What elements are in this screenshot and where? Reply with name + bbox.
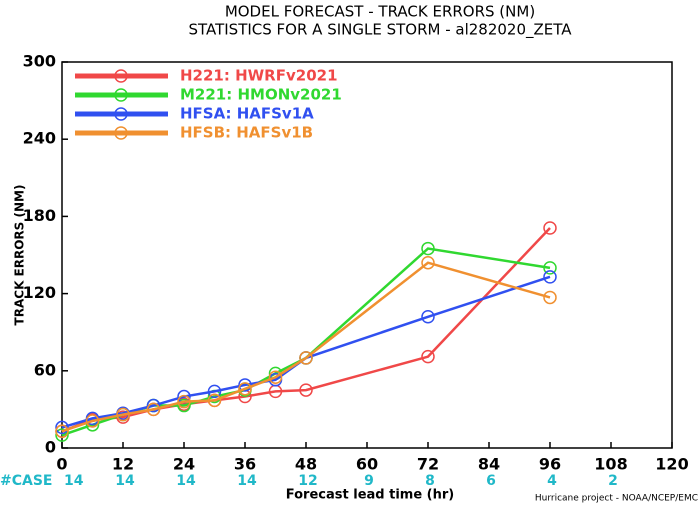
case-count: 2 bbox=[608, 473, 618, 489]
data-point bbox=[421, 349, 435, 364]
case-count: 9 bbox=[364, 473, 374, 489]
data-point bbox=[543, 221, 557, 235]
case-count: 8 bbox=[425, 473, 435, 489]
x-tick-label: 0 bbox=[56, 455, 67, 474]
y-tick-label: 60 bbox=[34, 360, 56, 379]
footer: Hurricane project - NOAA/NCEP/EMC bbox=[535, 494, 698, 504]
case-count: 4 bbox=[547, 473, 557, 489]
x-tick-label: 108 bbox=[594, 455, 627, 474]
x-tick-label: 12 bbox=[112, 455, 134, 474]
series-line bbox=[61, 275, 551, 429]
data-point bbox=[299, 351, 313, 365]
x-tick-label: 24 bbox=[173, 455, 195, 474]
data-point bbox=[543, 270, 557, 284]
case-count: 12 bbox=[298, 473, 317, 489]
x-tick-label: 84 bbox=[478, 455, 500, 474]
data-point bbox=[85, 414, 100, 428]
y-tick-label: 0 bbox=[45, 438, 56, 457]
legend-marker bbox=[114, 107, 128, 121]
cases-label: #CASE bbox=[0, 473, 53, 489]
data-point bbox=[421, 241, 435, 256]
y-tick-label: 240 bbox=[23, 129, 56, 148]
legend-marker bbox=[114, 69, 128, 83]
data-point bbox=[421, 255, 435, 270]
data-point bbox=[238, 382, 252, 396]
data-point bbox=[543, 290, 557, 305]
y-tick-label: 300 bbox=[23, 52, 56, 71]
legend-label: M221: HMONv2021 bbox=[180, 86, 342, 104]
data-point bbox=[543, 261, 557, 275]
data-point bbox=[177, 398, 191, 413]
legend-marker bbox=[114, 88, 128, 102]
y-axis-label: TRACK ERRORS (NM) bbox=[13, 185, 27, 326]
case-count: 6 bbox=[486, 473, 496, 489]
data-point bbox=[116, 407, 130, 422]
x-axis-label: Forecast lead time (hr) bbox=[286, 488, 454, 503]
data-point bbox=[55, 428, 69, 442]
chart-subtitle: STATISTICS FOR A SINGLE STORM - al282020… bbox=[188, 21, 572, 40]
case-count: 14 bbox=[64, 473, 84, 489]
data-point bbox=[238, 378, 252, 392]
chart-title: MODEL FORECAST - TRACK ERRORS (NM) bbox=[225, 3, 535, 21]
data-point bbox=[268, 370, 283, 384]
x-tick-label: 60 bbox=[356, 455, 378, 474]
legend-label: HFSB: HAFSv1B bbox=[180, 124, 313, 142]
series-line bbox=[61, 247, 551, 437]
data-point bbox=[55, 420, 69, 435]
data-point bbox=[55, 424, 69, 439]
legend-marker bbox=[114, 126, 128, 140]
x-tick-label: 48 bbox=[295, 455, 317, 474]
legend-label: H221: HWRFv2021 bbox=[180, 67, 338, 85]
y-tick-label: 120 bbox=[23, 283, 56, 302]
data-point bbox=[146, 402, 161, 417]
case-count: 14 bbox=[115, 473, 135, 489]
data-point bbox=[207, 384, 222, 399]
x-tick-label: 36 bbox=[234, 455, 256, 474]
legend-label: HFSA: HAFSv1A bbox=[180, 105, 314, 123]
x-tick-label: 72 bbox=[417, 455, 439, 474]
series-line bbox=[61, 227, 551, 433]
data-point bbox=[177, 394, 191, 409]
data-point bbox=[299, 383, 313, 397]
case-count: 14 bbox=[237, 473, 257, 489]
x-tick-label: 120 bbox=[655, 455, 688, 474]
y-tick-label: 180 bbox=[23, 206, 56, 225]
series-line bbox=[61, 261, 551, 433]
x-tick-label: 96 bbox=[539, 455, 561, 474]
plot-frame bbox=[61, 61, 673, 449]
data-point bbox=[421, 310, 435, 324]
data-point bbox=[207, 393, 222, 408]
case-count: 14 bbox=[176, 473, 196, 489]
data-point bbox=[146, 398, 161, 413]
